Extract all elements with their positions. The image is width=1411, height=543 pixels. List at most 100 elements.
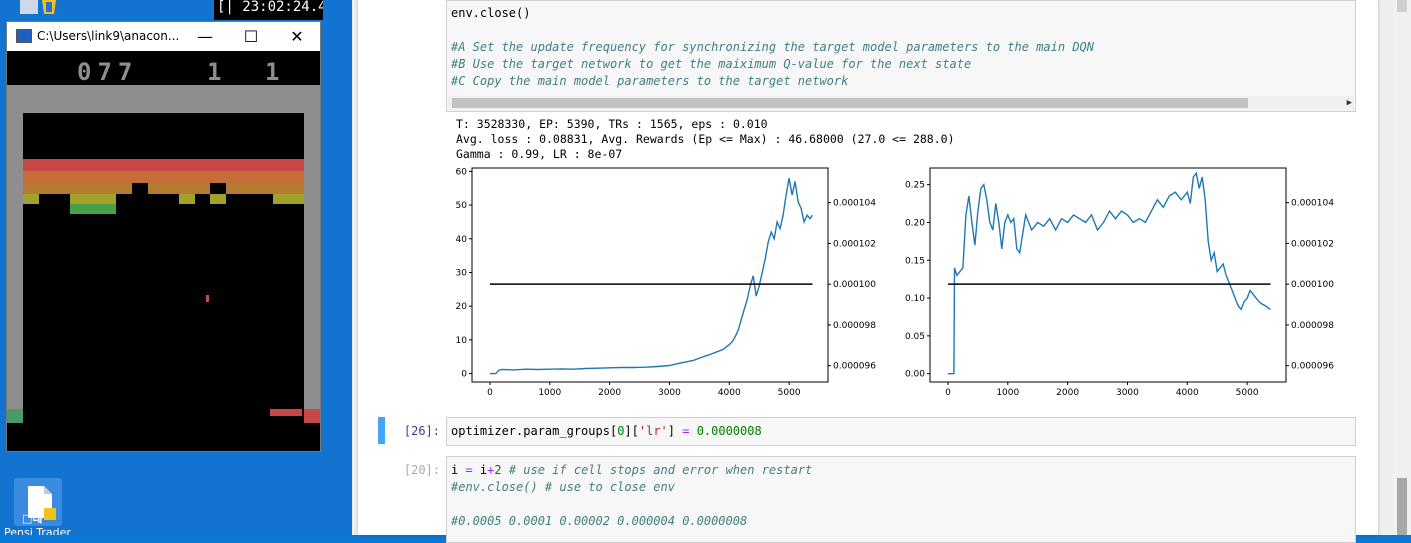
- code-token: ][: [624, 424, 639, 438]
- minimize-button[interactable]: —: [197, 27, 213, 46]
- x-tick-label: 4000: [718, 388, 741, 398]
- y-tick-label: 0.25: [905, 181, 925, 191]
- code-token: ]: [667, 424, 683, 438]
- code-token: i: [472, 463, 488, 477]
- clock-text: [| 23:02:24.4: [214, 0, 323, 20]
- y-tick-label: 20: [456, 302, 468, 312]
- paddle: [270, 409, 302, 416]
- series-line: [489, 177, 813, 375]
- right-wall-marker: [304, 409, 320, 423]
- code-line: env.close(): [451, 5, 530, 22]
- x-tick-label: 3000: [658, 388, 681, 398]
- output-line: T: 3528330, EP: 5390, TRs : 1565, eps : …: [456, 117, 768, 131]
- y-tick-label: 40: [456, 235, 468, 245]
- code-cell-top[interactable]: env.close() #A Set the update frequency f…: [446, 0, 1356, 112]
- code-token: +: [487, 463, 495, 477]
- lives-display: 1: [207, 58, 227, 86]
- code-token: env.: [451, 6, 480, 20]
- plot-area: [471, 167, 829, 383]
- y2-tick-label: 0.000098: [833, 321, 876, 331]
- brick-row-red: [23, 159, 304, 171]
- brick-row-gold-left: [23, 183, 132, 194]
- selected-cell-indicator: [378, 417, 385, 444]
- left-wall: [7, 113, 23, 423]
- code-line: #B Use the target network to get the mai…: [451, 56, 971, 73]
- maximize-button[interactable]: ☐: [243, 27, 259, 46]
- brick-row-orange: [23, 171, 304, 183]
- code-token: (): [516, 6, 531, 20]
- y-tick-label: 0.00: [905, 370, 925, 380]
- shield-shortcut-icon[interactable]: [16, 0, 60, 18]
- console-titlebar[interactable]: C:\Users\link9\anacon... — ☐ ✕: [7, 22, 320, 51]
- x-tick-label: 2000: [1056, 388, 1079, 398]
- x-tick-label: 1000: [996, 388, 1019, 398]
- code-cell-26-line: optimizer.param_groups[0]['lr'] = 0.0000…: [451, 423, 762, 440]
- x-tick-label: 2000: [598, 388, 621, 398]
- code-token: 2: [494, 463, 502, 477]
- y-tick-label: 0.10: [905, 294, 925, 304]
- brick-yellow-3: [179, 194, 195, 204]
- y2-tick-label: 0.000104: [833, 199, 876, 209]
- output-line: Gamma : 0.99, LR : 8e-07: [456, 147, 623, 161]
- code-line: #A Set the update frequency for synchron…: [451, 39, 1094, 56]
- cell-26-prompt: [26]:: [403, 424, 440, 438]
- y2-tick-label: 0.000102: [1291, 239, 1334, 249]
- close-button[interactable]: ✕: [290, 27, 304, 46]
- y-tick-label: 0.20: [905, 218, 925, 228]
- svg-text:□레: □레: [22, 511, 43, 525]
- brick-yellow-5: [273, 194, 304, 204]
- code-cell-26[interactable]: optimizer.param_groups[0]['lr'] = 0.0000…: [446, 417, 1356, 446]
- y2-tick-label: 0.000102: [833, 239, 876, 249]
- trader-app-icon[interactable]: □레: [14, 478, 62, 526]
- code-token: 0.0000008: [696, 424, 762, 438]
- plot-area: [929, 167, 1287, 383]
- x-tick-label: 0: [487, 388, 493, 398]
- brick-green: [70, 204, 116, 214]
- x-tick-label: 5000: [778, 388, 801, 398]
- code-token: 0: [617, 424, 625, 438]
- code-token: #0.0005 0.0001 0.00002 0.000004 0.000000…: [451, 514, 748, 528]
- brick-row-gold-mid: [148, 183, 210, 194]
- player-display: 1: [265, 58, 285, 86]
- vertical-scrollbar-thumb[interactable]: [1397, 478, 1407, 535]
- code-token: i: [451, 463, 466, 477]
- chart-avg-rewards: 0 1000 2000 3000 4000 5000 0 10 20 30 40 50 60 0.0000…: [456, 167, 877, 398]
- y-tick-label: 10: [456, 336, 468, 346]
- brick-yellow-2: [70, 194, 116, 204]
- left-wall-marker: [7, 409, 23, 423]
- vertical-scrollbar[interactable]: [1393, 0, 1411, 535]
- right-wall: [304, 113, 320, 423]
- code-token: =: [465, 463, 473, 477]
- series-line: [947, 171, 1271, 375]
- y2-tick-label: 0.000104: [1291, 199, 1334, 209]
- python-console-icon: [16, 29, 32, 43]
- scroll-right-arrow-icon[interactable]: ▶: [1346, 98, 1352, 108]
- code-line: #C Copy the main model parameters to the…: [451, 73, 848, 90]
- console-title: C:\Users\link9\anacon...: [37, 29, 180, 43]
- code-token: #A Set the update frequency for synchron…: [451, 40, 1094, 54]
- breakout-game-screen: 077 1 1: [7, 51, 320, 451]
- code-token: [689, 424, 696, 438]
- output-line: Avg. loss : 0.08831, Avg. Rewards (Ep <=…: [456, 132, 955, 146]
- jupyter-notebook: env.close() #A Set the update frequency f…: [352, 0, 1411, 543]
- y2-tick-label: 0.000098: [1291, 321, 1334, 331]
- top-wall: [7, 85, 320, 113]
- code-token: #env.close() # use to close env: [451, 480, 675, 494]
- horizontal-scrollbar-thumb[interactable]: [452, 98, 1248, 108]
- y2-tick-label: 0.000100: [1291, 280, 1334, 290]
- brick-yellow-1: [23, 194, 39, 204]
- horizontal-scrollbar[interactable]: ▶: [448, 96, 1354, 110]
- y-tick-label: 0.15: [905, 256, 925, 266]
- code-cell-20[interactable]: i = i+2 # use if cell stops and error wh…: [446, 456, 1356, 543]
- y2-tick-label: 0.000100: [833, 280, 876, 290]
- code-token: #C Copy the main model parameters to the…: [451, 74, 849, 88]
- code-token: =: [682, 424, 690, 438]
- chart-avg-loss: 0 1000 2000 3000 4000 5000 0.00 0.05 0.10 0.15 0.2…: [905, 167, 1334, 398]
- y-tick-label: 0.05: [905, 332, 925, 342]
- vertical-scrollbar-top-thumb[interactable]: [1397, 0, 1407, 12]
- console-window[interactable]: C:\Users\link9\anacon... — ☐ ✕ 077 1 1: [6, 21, 321, 452]
- notebook-page: env.close() #A Set the update frequency f…: [358, 0, 1378, 543]
- code-token: # use if cell stops and error when resta…: [501, 463, 813, 477]
- brick-yellow-4: [210, 194, 226, 204]
- y2-tick-label: 0.000096: [833, 362, 876, 372]
